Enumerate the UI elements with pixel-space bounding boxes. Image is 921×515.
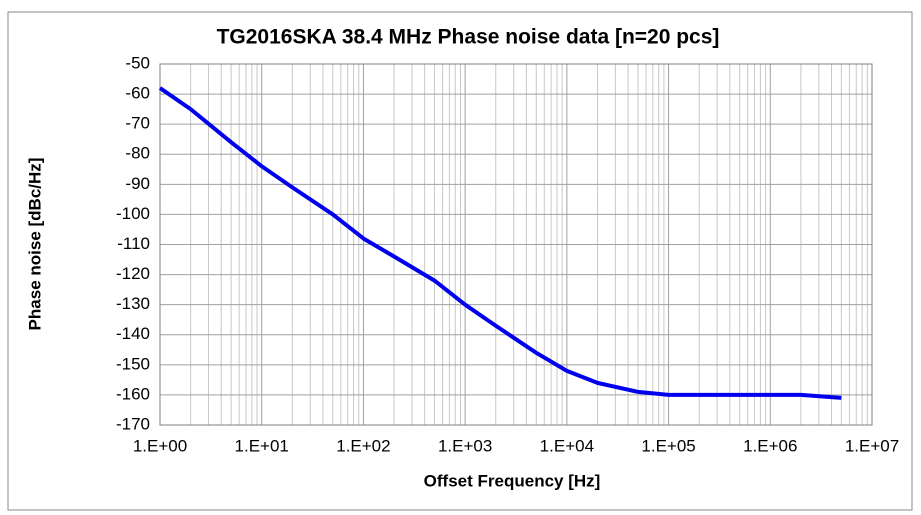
y-tick-label: -130 <box>116 294 150 313</box>
y-axis-title: Phase noise [dBc/Hz] <box>25 158 44 331</box>
x-tick-label: 1.E+02 <box>336 436 390 455</box>
data-line <box>158 86 842 400</box>
x-tick-label: 1.E+04 <box>540 436 594 455</box>
y-tick-label: -70 <box>125 114 150 133</box>
plot-border <box>159 63 873 426</box>
y-tick-label: -100 <box>116 204 150 223</box>
x-tick-label: 1.E+01 <box>235 436 289 455</box>
x-tick-label: 1.E+00 <box>133 436 187 455</box>
x-tick-label: 1.E+07 <box>845 436 899 455</box>
y-tick-label: -90 <box>125 174 150 193</box>
y-tick-label: -120 <box>116 264 150 283</box>
x-axis-title: Offset Frequency [Hz] <box>424 471 601 490</box>
y-tick-label: -140 <box>116 324 150 343</box>
y-tick-label: -170 <box>116 414 150 433</box>
y-tick-label: -80 <box>125 144 150 163</box>
x-tick-label: 1.E+06 <box>743 436 797 455</box>
chart-title: TG2016SKA 38.4 MHz Phase noise data [n=2… <box>217 26 720 49</box>
y-tick-label: -110 <box>117 234 150 253</box>
y-tick-label: -60 <box>125 84 150 103</box>
y-tick-label: -160 <box>116 384 150 403</box>
y-tick-label: -150 <box>116 354 150 373</box>
y-tick-label: -50 <box>125 53 150 72</box>
x-tick-label: 1.E+05 <box>641 436 695 455</box>
x-tick-label: 1.E+03 <box>438 436 492 455</box>
